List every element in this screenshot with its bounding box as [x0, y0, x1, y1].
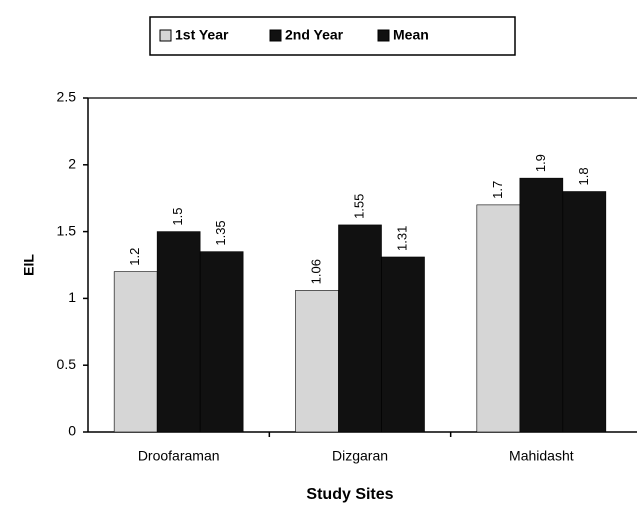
legend-label: 2nd Year [285, 27, 344, 43]
y-axis-label: EIL [21, 254, 37, 276]
bar [295, 290, 339, 433]
data-label: 1.31 [394, 226, 409, 251]
x-tick-label: Dizgaran [332, 448, 388, 464]
y-tick-label: 0.5 [57, 356, 77, 372]
bar [519, 177, 564, 433]
bar [381, 256, 425, 433]
bar [113, 271, 158, 433]
legend-swatch [159, 29, 172, 42]
x-tick-label: Mahidasht [509, 448, 574, 464]
y-tick-label: 2.5 [57, 89, 77, 105]
legend-label: 1st Year [175, 27, 229, 43]
data-label: 1.9 [533, 154, 548, 172]
data-label: 1.7 [490, 181, 505, 199]
data-label: 1.06 [308, 259, 323, 284]
bar [476, 204, 521, 433]
y-tick-label: 1.5 [57, 222, 77, 238]
x-tick-label: Droofaraman [138, 448, 220, 464]
legend-swatch [377, 29, 390, 42]
bar [156, 231, 201, 433]
data-label: 1.2 [127, 248, 142, 266]
legend-box [149, 16, 516, 56]
data-label: 1.35 [213, 220, 228, 245]
bar [199, 251, 244, 433]
data-label: 1.8 [576, 167, 591, 185]
data-label: 1.5 [170, 208, 185, 226]
y-tick-label: 2 [68, 156, 76, 172]
bar [338, 224, 382, 433]
bar [562, 191, 607, 433]
y-tick-label: 0 [68, 423, 76, 439]
legend-label: Mean [393, 27, 429, 43]
x-axis-label: Study Sites [306, 486, 393, 503]
y-tick-label: 1 [68, 289, 76, 305]
data-label: 1.55 [351, 194, 366, 219]
legend-swatch [269, 29, 282, 42]
